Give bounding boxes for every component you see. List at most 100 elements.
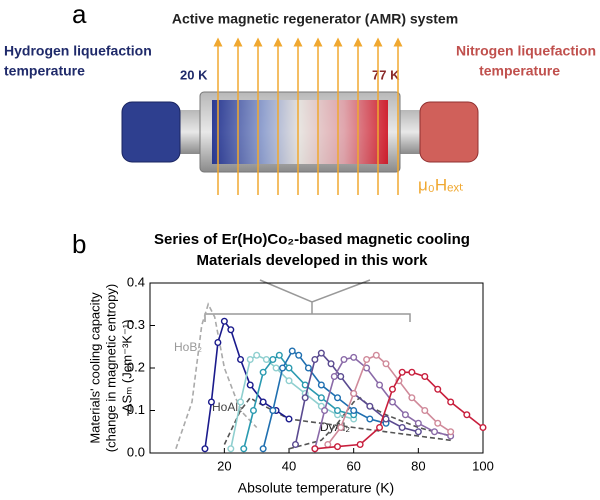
y-tick-label: 0.4: [127, 274, 145, 289]
data-point: [246, 381, 254, 389]
data-point: [285, 364, 293, 372]
data-point: [408, 368, 416, 376]
data-point: [311, 356, 319, 364]
left-label: temperature: [4, 63, 85, 79]
data-point: [421, 373, 429, 381]
data-point: [363, 356, 371, 364]
data-point: [337, 373, 345, 381]
annotation: HoAl₂: [212, 400, 243, 414]
data-point: [321, 407, 329, 415]
data-point: [259, 398, 267, 406]
x-tick-label: 80: [411, 458, 425, 473]
data-point: [301, 394, 309, 402]
data-point: [414, 419, 422, 427]
y-axis-label: -ΔSₘ (Jcm⁻³K⁻¹): [119, 320, 134, 417]
data-point: [279, 364, 287, 372]
y-axis-label: Materials' cooling capacity: [87, 292, 102, 444]
series-line: [204, 319, 290, 449]
data-point: [317, 349, 325, 357]
data-point: [269, 407, 277, 415]
data-point: [382, 415, 390, 423]
data-point: [334, 407, 342, 415]
data-point: [350, 390, 358, 398]
data-point: [227, 445, 235, 453]
data-point: [372, 351, 380, 359]
data-point: [388, 398, 396, 406]
data-point: [401, 411, 409, 419]
plot-frame: [149, 282, 484, 454]
data-point: [262, 356, 270, 364]
data-point: [214, 339, 222, 347]
data-point: [334, 443, 342, 451]
data-point: [479, 424, 487, 432]
data-point: [201, 445, 209, 453]
data-point: [330, 373, 338, 381]
x-tick-label: 20: [217, 458, 231, 473]
y-tick-label: 0.1: [127, 402, 145, 417]
x-tick-label: 60: [346, 458, 360, 473]
data-point: [269, 356, 277, 364]
diagram-title: Active magnetic regenerator (AMR) system: [172, 11, 458, 27]
data-point: [317, 381, 325, 389]
data-point: [249, 407, 257, 415]
plot-area: 0.0 0.1 0.2 0.3 0.4 20 40 60 80 100: [127, 274, 494, 473]
data-point: [388, 385, 396, 393]
data-point: [350, 407, 358, 415]
data-point: [207, 398, 215, 406]
bracket: [204, 279, 411, 322]
right-label: temperature: [479, 63, 560, 79]
data-point: [227, 326, 235, 334]
y-tick-label: 0.3: [127, 317, 145, 332]
data-point: [366, 415, 374, 423]
data-point: [240, 445, 248, 453]
x-axis-label: Absolute temperature (K): [238, 480, 394, 496]
annotation: HoB₂: [174, 340, 202, 354]
y-tick-label: 0.0: [127, 444, 145, 459]
data-point: [350, 353, 358, 361]
data-point: [295, 351, 303, 359]
data-point: [288, 347, 296, 355]
data-point: [259, 445, 267, 453]
data-point: [246, 356, 254, 364]
data-point: [327, 360, 335, 368]
data-point: [304, 364, 312, 372]
data-point: [237, 356, 245, 364]
data-point: [463, 411, 471, 419]
data-point: [356, 441, 364, 449]
field-label: μ₀Hₑₓₜ: [418, 175, 464, 194]
right-temp: 77 K: [372, 67, 400, 82]
chart-title: Series of Er(Ho)Co₂-based magnetic cooli…: [154, 231, 470, 248]
data-point: [398, 368, 406, 376]
data-point: [317, 394, 325, 402]
left-temp: 20 K: [180, 67, 208, 82]
data-point: [259, 368, 267, 376]
data-point: [434, 419, 442, 427]
data-point: [414, 428, 422, 436]
data-point: [285, 415, 293, 423]
x-tick-label: 40: [282, 458, 296, 473]
data-point: [285, 377, 293, 385]
panel-label: b: [72, 229, 86, 259]
data-point: [311, 445, 319, 453]
x-tick-label: 100: [472, 458, 494, 473]
data-point: [291, 441, 299, 449]
data-point: [253, 351, 261, 359]
data-point: [275, 351, 283, 359]
data-point: [272, 364, 280, 372]
right-label: Nitrogen liquefaction: [456, 43, 596, 59]
data-point: [376, 424, 384, 432]
data-point: [340, 356, 348, 364]
device: [121, 37, 479, 195]
data-point: [366, 402, 374, 410]
y-tick-label: 0.2: [127, 359, 145, 374]
data-point: [398, 424, 406, 432]
data-point: [431, 428, 439, 436]
data-point: [434, 385, 442, 393]
panel-label: a: [72, 0, 87, 29]
series-line: [243, 354, 354, 449]
data-point: [376, 381, 384, 389]
series-line: [294, 351, 419, 445]
data-point: [220, 317, 228, 325]
data-point: [447, 428, 455, 436]
